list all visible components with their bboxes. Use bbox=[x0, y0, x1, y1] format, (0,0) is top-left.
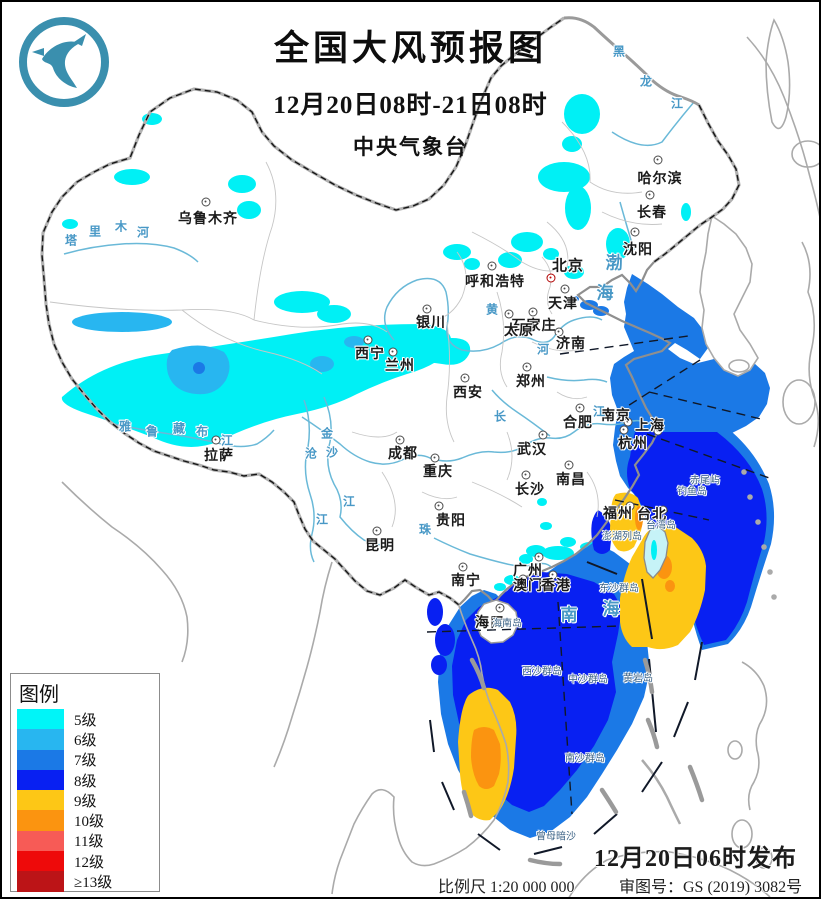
philippines-luzon bbox=[741, 661, 768, 811]
legend-label: 9级 bbox=[74, 793, 97, 810]
issue-time: 12月20日06时发布 bbox=[594, 846, 797, 872]
rivers bbox=[63, 101, 695, 569]
legend-swatch bbox=[17, 830, 64, 852]
hainan-island bbox=[475, 599, 519, 644]
legend-label: 5级 bbox=[74, 712, 97, 729]
map-scale: 比例尺 1:20 000 000 bbox=[438, 879, 575, 896]
legend-label: 8级 bbox=[74, 773, 97, 790]
legend-row: 9级 bbox=[11, 790, 159, 811]
legend-label: 12级 bbox=[74, 854, 105, 871]
legend-label: 11级 bbox=[74, 834, 104, 851]
legend-row: 11级 bbox=[11, 830, 159, 852]
korea-peninsula bbox=[699, 214, 759, 377]
island-streaks bbox=[461, 657, 705, 867]
legend-swatch bbox=[17, 871, 64, 892]
legend-swatch bbox=[17, 749, 64, 770]
philippine-island-2 bbox=[755, 847, 773, 869]
philippine-island-1 bbox=[731, 819, 753, 849]
legend-box: 图例 5级 6级 7级 8级 9级 10级 11级 12级 ≥13级 bbox=[10, 673, 160, 892]
border-dash-west bbox=[41, 17, 565, 606]
legend-row: 7级 bbox=[11, 749, 159, 770]
approval-number: 审图号：GS (2019) 3082号 bbox=[619, 879, 803, 896]
legend-label: 6级 bbox=[74, 732, 97, 749]
palawan bbox=[641, 759, 682, 825]
taiwan-cyan-streak bbox=[651, 540, 657, 560]
nine-dash-line bbox=[429, 561, 703, 855]
mindoro bbox=[727, 740, 743, 760]
legend-row: 8级 bbox=[11, 769, 159, 791]
wind-spot-level7-tibet bbox=[193, 362, 205, 374]
sakhalin bbox=[765, 18, 791, 130]
borneo-coast bbox=[568, 850, 771, 897]
jeju-island bbox=[728, 359, 750, 373]
legend-row: 6级 bbox=[11, 729, 159, 750]
wind-area-level5 bbox=[61, 94, 691, 591]
foreign-coastlines bbox=[61, 18, 819, 897]
bengal-coast bbox=[61, 481, 189, 663]
kyushu bbox=[782, 379, 816, 425]
legend-items: 5级 6级 7级 8级 9级 10级 11级 12级 ≥13级 bbox=[11, 709, 159, 892]
legend-swatch bbox=[17, 851, 64, 872]
legend-label: 10级 bbox=[74, 814, 105, 831]
legend-title: 图例 bbox=[19, 684, 59, 706]
legend-swatch bbox=[17, 810, 64, 831]
legend-label: 7级 bbox=[74, 753, 97, 770]
legend-swatch bbox=[17, 729, 64, 750]
legend-swatch bbox=[17, 769, 64, 791]
russia-coast bbox=[746, 36, 819, 217]
legend-row: 5级 bbox=[11, 709, 159, 730]
legend-row: ≥13级 bbox=[11, 871, 159, 892]
legend-row: 12级 bbox=[11, 851, 159, 872]
cma-logo bbox=[19, 17, 109, 107]
legend-row: 10级 bbox=[11, 810, 159, 831]
indochina-coast bbox=[331, 605, 510, 895]
legend-label: ≥13级 bbox=[74, 875, 113, 892]
maritime-dashed-lines bbox=[426, 335, 773, 815]
legend-swatch bbox=[17, 790, 64, 811]
province-borders bbox=[49, 121, 663, 528]
legend-swatch bbox=[17, 709, 64, 730]
myanmar-coast bbox=[273, 561, 333, 768]
japan-coast bbox=[801, 241, 819, 448]
border-dash-east bbox=[653, 104, 740, 263]
border-amur-river bbox=[563, 16, 700, 107]
